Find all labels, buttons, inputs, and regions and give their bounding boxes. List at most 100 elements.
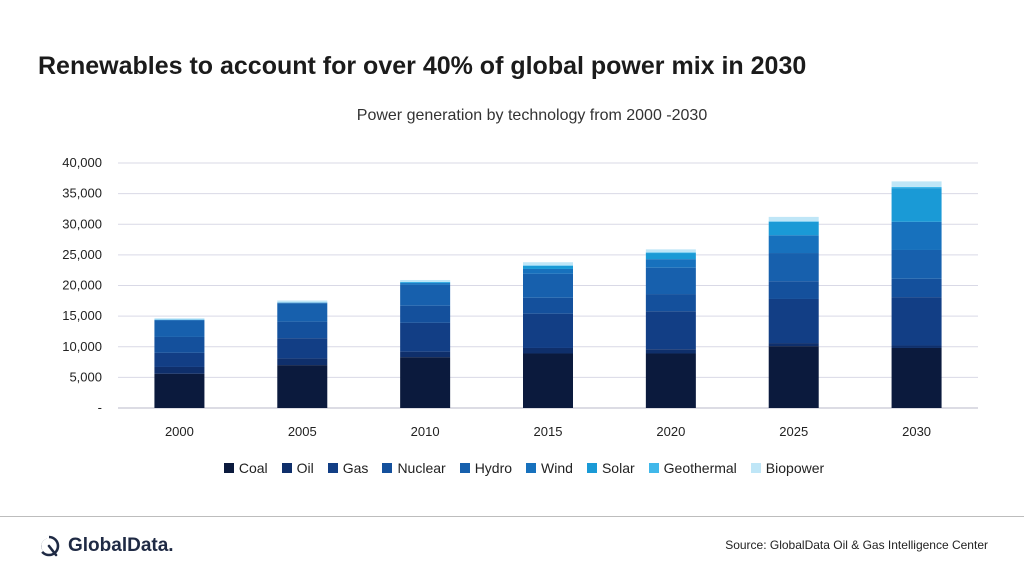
- legend-swatch: [459, 463, 470, 473]
- legend-swatch: [281, 463, 292, 473]
- bar-segment-oil-2020: [645, 349, 696, 354]
- bar-segment-geothermal-2020: [645, 252, 696, 254]
- bar-segment-wind-2010: [400, 283, 451, 285]
- legend-label: Geothermal: [663, 460, 737, 476]
- x-tick-label: 2005: [288, 424, 317, 439]
- bar-segment-coal-2010: [400, 357, 451, 408]
- bar-segment-hydro-2010: [400, 284, 451, 306]
- bar-segment-nuclear-2000: [154, 336, 205, 353]
- bar-segment-coal-2025: [768, 346, 819, 408]
- bar-segment-solar-2010: [400, 282, 451, 284]
- bar-segment-wind-2000: [154, 319, 205, 321]
- legend-item-wind: Wind: [526, 460, 573, 476]
- bar-segment-geothermal-2030: [891, 186, 942, 189]
- legend-label: Hydro: [474, 460, 513, 476]
- y-tick-label: 25,000: [62, 247, 102, 262]
- bar-segment-gas-2005: [277, 338, 328, 359]
- legend-label: Coal: [238, 460, 268, 476]
- bar-segment-wind-2020: [645, 259, 696, 268]
- x-tick-label: 2015: [534, 424, 563, 439]
- legend-swatch: [526, 463, 537, 473]
- bar-segment-solar-2015: [523, 265, 573, 269]
- legend-item-gas: Gas: [327, 460, 369, 476]
- bar-segment-coal-2020: [645, 353, 696, 408]
- bar-segment-coal-2015: [523, 353, 573, 408]
- legend-swatch: [750, 463, 761, 473]
- x-tick-label: 2020: [656, 424, 685, 439]
- bar-segment-gas-2025: [768, 298, 819, 344]
- y-tick-label: 35,000: [62, 186, 102, 201]
- globaldata-logo: GlobalData.: [36, 533, 174, 559]
- bar-segment-wind-2030: [891, 221, 942, 250]
- legend-label: Nuclear: [397, 460, 446, 476]
- bar-segment-oil-2000: [154, 366, 205, 374]
- x-tick-label: 2010: [411, 424, 440, 439]
- bar-segment-biopower-2030: [891, 181, 942, 187]
- bar-segment-coal-2030: [891, 347, 942, 408]
- legend-label: Oil: [296, 460, 314, 476]
- y-tick-label: 30,000: [62, 216, 102, 231]
- legend-item-biopower: Biopower: [750, 460, 824, 476]
- y-tick-label: -: [98, 400, 102, 415]
- bar-segment-geothermal-2015: [523, 265, 573, 266]
- bar-segment-gas-2030: [891, 297, 942, 346]
- bar-segment-solar-2020: [645, 253, 696, 260]
- legend-label: Wind: [541, 460, 573, 476]
- globaldata-logo-icon: [38, 535, 60, 557]
- y-tick-label: 10,000: [62, 339, 102, 354]
- chart-title: Power generation by technology from 2000…: [356, 107, 708, 124]
- x-tick-label: 2025: [779, 424, 808, 439]
- source-note: Source: GlobalData Oil & Gas Intelligenc…: [725, 538, 988, 552]
- bar-segment-wind-2015: [523, 268, 573, 274]
- bar-segment-nuclear-2005: [277, 321, 328, 339]
- bar-segment-hydro-2000: [154, 320, 205, 337]
- bar-segment-wind-2025: [768, 235, 819, 254]
- bar-segment-gas-2010: [400, 322, 451, 352]
- legend-item-coal: Coal: [223, 460, 268, 476]
- footer-divider: [0, 516, 1024, 517]
- bar-segment-gas-2015: [523, 313, 573, 348]
- bar-segment-nuclear-2015: [523, 297, 573, 314]
- bar-segment-geothermal-2010: [400, 281, 451, 283]
- legend-label: Solar: [601, 460, 635, 476]
- legend-swatch: [327, 463, 338, 473]
- legend-item-solar: Solar: [586, 460, 635, 476]
- bar-segment-hydro-2025: [768, 253, 819, 282]
- legend-swatch: [586, 463, 597, 473]
- bar-segment-wind-2005: [277, 302, 328, 304]
- bar-segment-oil-2030: [891, 345, 942, 348]
- bar-segment-oil-2025: [768, 343, 819, 347]
- bar-segment-biopower-2020: [645, 249, 696, 253]
- bar-segment-solar-2030: [891, 188, 942, 222]
- bar-segment-nuclear-2030: [891, 278, 942, 298]
- bar-segment-coal-2005: [277, 365, 328, 408]
- bar-segment-gas-2020: [645, 311, 696, 350]
- legend-item-oil: Oil: [281, 460, 314, 476]
- bar-segment-oil-2010: [400, 351, 451, 358]
- legend-label: Gas: [342, 460, 369, 476]
- bar-segment-hydro-2030: [891, 249, 942, 279]
- y-axis-ticks: - 5,000 10,000 15,000 20,000 25,000 30,000 35,0…: [62, 155, 102, 415]
- legend-item-nuclear: Nuclear: [382, 460, 446, 476]
- bar-segment-nuclear-2020: [645, 294, 696, 312]
- bar-segment-solar-2025: [768, 221, 819, 236]
- bar-segment-biopower-2025: [768, 216, 819, 222]
- legend-swatch: [382, 463, 393, 473]
- bar-segment-biopower-2005: [277, 300, 328, 303]
- legend: Coal Oil Gas Nuclear Hydro Wind Solar Geotherma…: [12, 460, 1024, 476]
- x-axis-ticks: 2000 2005 2010 2015 2020 2025 2030: [165, 424, 931, 439]
- bar-segment-nuclear-2010: [400, 305, 451, 323]
- y-tick-label: 40,000: [62, 155, 102, 170]
- bar-segment-gas-2000: [154, 352, 205, 367]
- bar-segment-hydro-2020: [645, 267, 696, 295]
- bar-segment-biopower-2000: [154, 318, 205, 320]
- headline: Renewables to account for over 40% of gl…: [38, 52, 807, 80]
- legend-item-geothermal: Geothermal: [648, 460, 737, 476]
- bar-segment-biopower-2015: [523, 262, 573, 266]
- y-tick-label: 5,000: [69, 369, 102, 384]
- y-tick-label: 20,000: [62, 278, 102, 293]
- bar-segment-coal-2000: [154, 373, 205, 408]
- legend-item-hydro: Hydro: [459, 460, 513, 476]
- y-tick-label: 15,000: [62, 308, 102, 323]
- bar-segment-nuclear-2025: [768, 281, 819, 299]
